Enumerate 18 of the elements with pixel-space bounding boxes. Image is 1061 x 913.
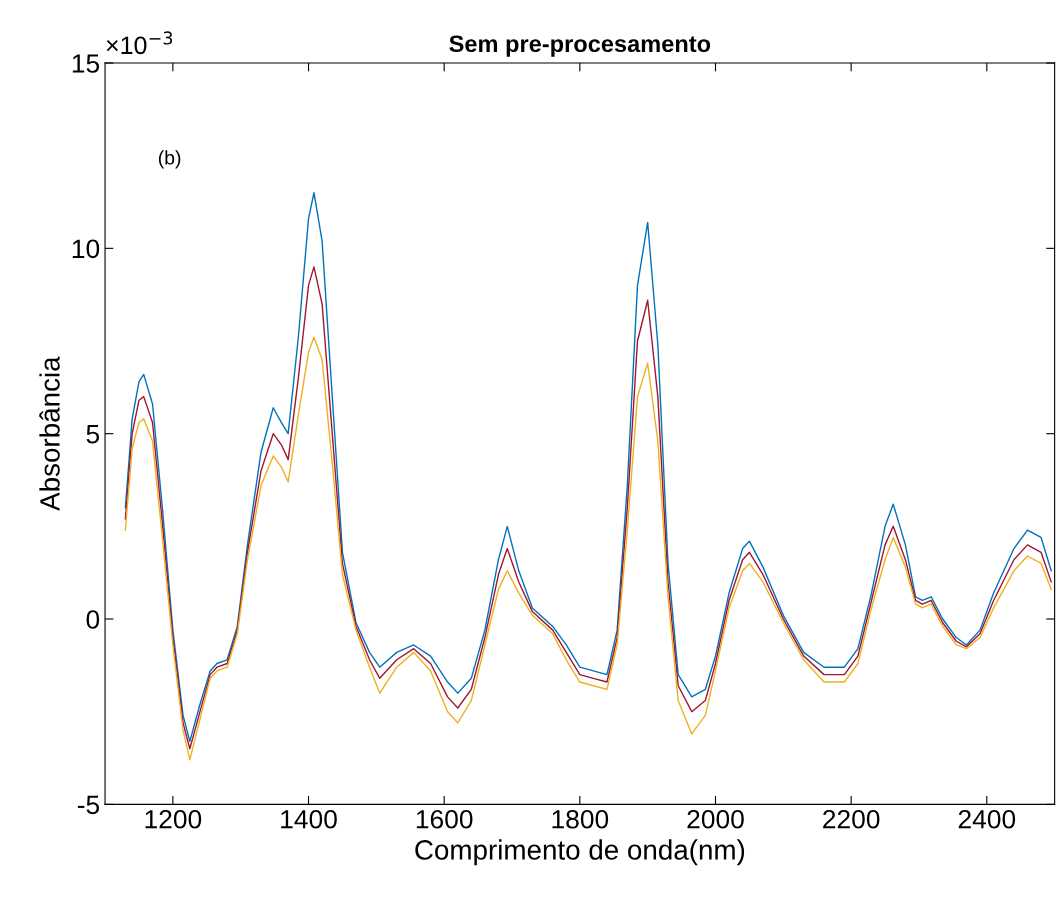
y-tick-label: 15 — [72, 54, 100, 73]
y-tick-label: 5 — [86, 425, 100, 444]
y-tick-label: 0 — [86, 610, 100, 629]
line-series — [124, 336, 1052, 761]
x-tick-label: 1600 — [416, 809, 473, 829]
chart-title: Sem pre-procesamento — [449, 35, 711, 57]
x-tick-label: 1200 — [145, 809, 202, 829]
x-axis-title: Comprimento de onda(nm) — [415, 839, 745, 866]
x-tick-label: 1800 — [552, 809, 609, 829]
x-tick-label: 1400 — [281, 809, 337, 829]
x-tick-label: 2200 — [823, 809, 880, 829]
x-tick-label: 2000 — [687, 809, 744, 829]
y-tick-label: 10 — [72, 239, 100, 259]
y-tick-label: -5 — [77, 795, 100, 815]
y-axis-title: Absorbância — [39, 356, 60, 511]
x-tick-label: 2400 — [958, 809, 1016, 829]
annotation: (b) — [158, 150, 181, 169]
text: ×10$^{−3}$ — [106, 31, 173, 55]
